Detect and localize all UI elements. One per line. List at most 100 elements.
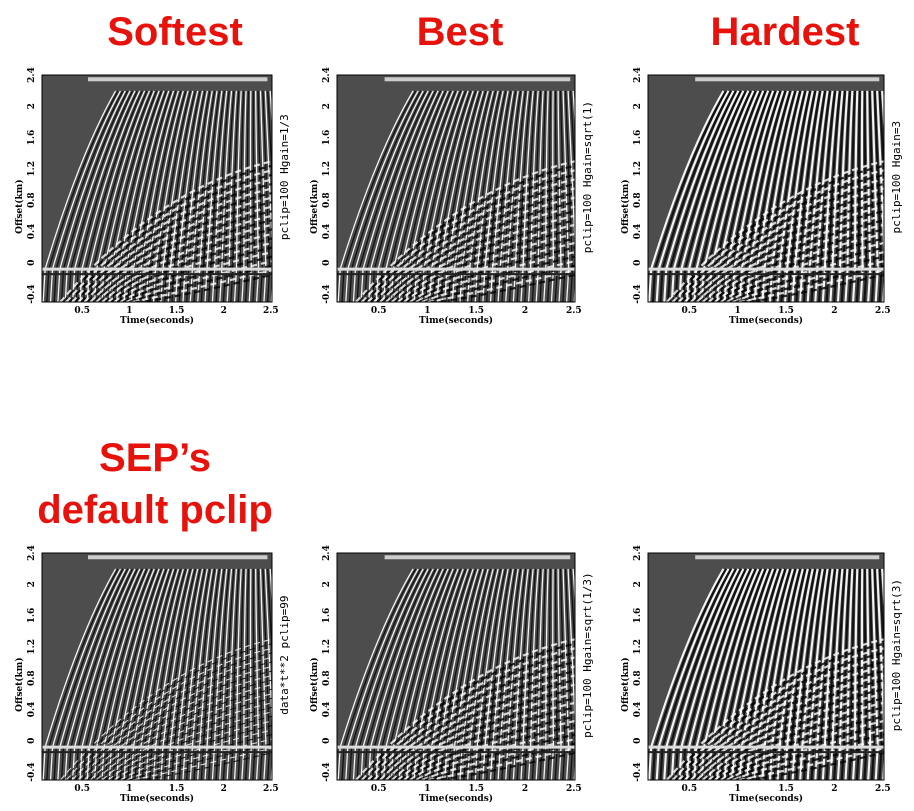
seismic-wave xyxy=(382,201,575,302)
seismic-trace xyxy=(204,90,223,302)
seismic-trace xyxy=(348,568,422,780)
seismic-trace xyxy=(572,90,575,130)
seismic-trace xyxy=(459,90,494,302)
seismic-trace xyxy=(248,568,252,780)
y-axis-label: Offset(km) xyxy=(620,657,631,711)
seismic-trace xyxy=(123,568,170,780)
y-tick-label: 0.4 xyxy=(322,224,332,240)
seismic-wave xyxy=(681,660,884,780)
seismic-wave xyxy=(376,191,575,302)
y-tick-label: 2.4 xyxy=(27,67,37,83)
seismic-trace xyxy=(371,90,437,302)
seismic-trace xyxy=(524,568,537,780)
seismic-trace xyxy=(723,568,775,780)
seismic-wave xyxy=(699,688,884,780)
seismic-trace xyxy=(512,568,529,780)
y-tick-label: 0 xyxy=(633,738,643,744)
seismic-wave xyxy=(705,697,884,780)
seismic-trace xyxy=(757,90,797,302)
seismic-wave xyxy=(412,246,575,302)
seismic-trace xyxy=(539,90,547,302)
seismic-trace xyxy=(447,90,487,302)
seismic-trace xyxy=(821,568,839,780)
x-axis-label: Time(seconds) xyxy=(419,315,493,326)
seismic-wave xyxy=(68,652,272,780)
seismic-trace xyxy=(68,568,134,780)
seismic-trace xyxy=(108,90,160,302)
seismic-wave xyxy=(101,223,272,302)
x-axis-label: Time(seconds) xyxy=(419,793,493,804)
seismic-trace xyxy=(141,90,182,302)
x-axis-label: Time(seconds) xyxy=(729,793,803,804)
seismic-trace xyxy=(116,90,165,302)
seismic-trace xyxy=(863,90,868,302)
x-tick-label: 0.5 xyxy=(74,306,90,316)
seismic-trace xyxy=(86,90,146,302)
seismic-trace xyxy=(550,90,555,302)
seismic-wave xyxy=(355,160,575,302)
x-tick-label: 2.5 xyxy=(875,784,891,794)
seismic-trace xyxy=(387,568,447,780)
panel-title: Best xyxy=(417,10,504,54)
seismic-trace xyxy=(873,90,883,302)
frame xyxy=(41,552,273,781)
seismic-wave xyxy=(388,688,575,780)
seismic-trace xyxy=(876,90,884,302)
seismic-trace xyxy=(651,568,727,780)
seismic-trace xyxy=(497,568,519,780)
seismic-trace xyxy=(379,568,442,780)
seismic-wave xyxy=(373,187,575,302)
seismic-trace xyxy=(543,90,549,302)
seismic-wave xyxy=(358,642,575,780)
seismic-wave xyxy=(669,164,884,302)
seismic-wave xyxy=(678,656,884,780)
y-tick-label: 2 xyxy=(633,103,643,109)
side-label: pclip=100 Hgain=sqrt(1/3) xyxy=(581,572,594,738)
seismic-trace xyxy=(219,90,233,302)
seismic-wave xyxy=(723,246,884,302)
seismic-wave xyxy=(108,711,272,780)
seismic-trace xyxy=(116,568,165,780)
seismic-wave xyxy=(687,191,884,302)
y-tick-label: 1.6 xyxy=(633,608,643,624)
seismic-trace xyxy=(539,568,547,780)
seismic-wave xyxy=(89,205,272,302)
seismic-wave xyxy=(385,683,575,780)
x-tick-label: 2 xyxy=(831,306,837,316)
seismic-trace xyxy=(825,568,842,780)
seismic-wave xyxy=(90,684,272,780)
seismic-trace xyxy=(753,568,794,780)
x-axis-label: Time(seconds) xyxy=(729,315,803,326)
top-dashes xyxy=(384,555,571,560)
frame xyxy=(41,74,273,303)
x-tick-label: 1.5 xyxy=(778,306,794,316)
seismic-image xyxy=(42,553,272,780)
seismic-wave xyxy=(355,638,575,780)
seismic-wave xyxy=(702,214,884,302)
seismic-trace xyxy=(145,568,184,780)
seismic-trace xyxy=(186,568,211,780)
seismic-wave xyxy=(71,178,272,302)
y-tick-label: 2 xyxy=(633,581,643,587)
seismic-trace xyxy=(878,90,884,191)
seismic-trace xyxy=(776,568,809,780)
seismic-wave xyxy=(400,706,575,780)
seismic-wave xyxy=(738,747,884,780)
seismic-trace xyxy=(478,568,507,780)
seismic-trace xyxy=(90,568,148,780)
seismic-wave xyxy=(738,269,884,302)
seismic-trace xyxy=(42,90,117,302)
seismic-trace xyxy=(200,90,221,302)
seismic-wave xyxy=(123,734,272,780)
seismic-trace xyxy=(149,90,187,302)
seismic-trace xyxy=(685,568,750,780)
seismic-trace xyxy=(810,568,832,780)
seismic-trace xyxy=(780,568,812,780)
seismic-image xyxy=(648,75,884,302)
seismic-trace xyxy=(667,90,737,302)
y-tick-label: 2.4 xyxy=(322,545,332,561)
seismic-wave xyxy=(696,683,884,780)
x-tick-label: 0.5 xyxy=(371,784,387,794)
seismic-wave xyxy=(361,169,575,302)
seismic-trace xyxy=(269,568,272,608)
